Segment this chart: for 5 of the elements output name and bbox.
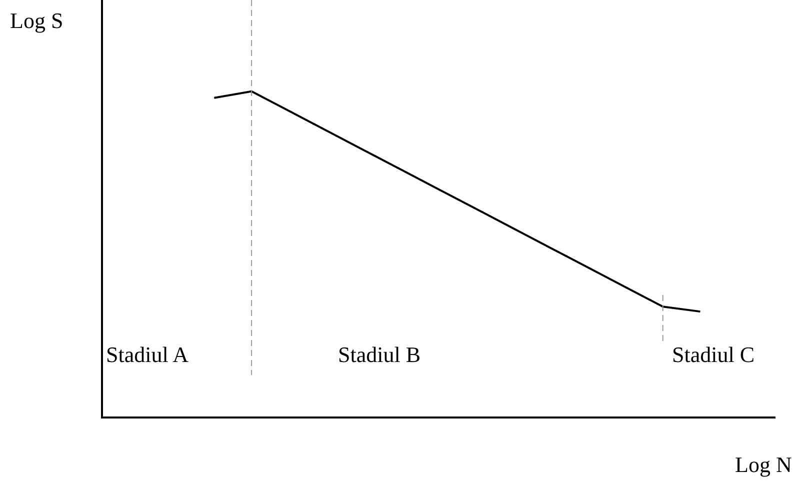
- annotation: Stadiul C: [672, 342, 755, 368]
- y-axis-title: Log S: [10, 8, 64, 34]
- annotation: Stadiul B: [338, 342, 421, 368]
- annotation: Stadiul A: [106, 342, 189, 368]
- x-axis-title: Log N: [735, 452, 792, 478]
